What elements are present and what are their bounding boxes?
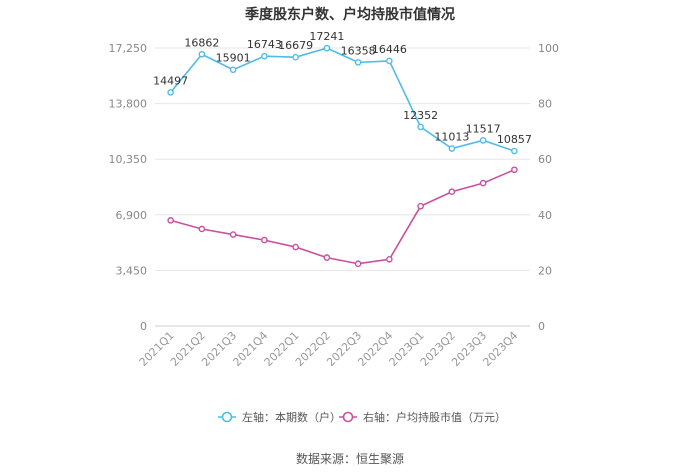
data-point — [261, 52, 268, 60]
legend-swatch-marker — [342, 411, 354, 423]
data-point — [167, 89, 174, 96]
data-label: 14497 — [153, 74, 188, 87]
y-left-tick-label: 17,250 — [109, 42, 148, 55]
data-point — [417, 123, 424, 131]
y-left-tick-label: 0 — [140, 320, 147, 333]
y-right-tick-label: 100 — [538, 42, 559, 55]
data-label: 16358 — [341, 44, 376, 57]
data-label: 16743 — [247, 38, 282, 51]
data-point — [261, 236, 268, 244]
data-point — [292, 243, 299, 251]
data-point — [386, 255, 393, 263]
data-label: 11517 — [466, 122, 501, 135]
data-point — [167, 217, 174, 224]
y-left-tick-label: 6,900 — [116, 209, 148, 222]
data-point — [354, 59, 362, 66]
data-point — [511, 147, 518, 155]
y-right-tick-label: 80 — [538, 98, 552, 111]
source-note: 数据来源：恒生聚源 — [295, 452, 404, 466]
data-label: 11013 — [434, 131, 469, 144]
data-label: 16862 — [184, 36, 219, 49]
data-point — [479, 137, 487, 144]
legend-swatch-marker — [221, 411, 233, 423]
data-point — [354, 260, 362, 268]
data-point — [198, 225, 206, 233]
data-point — [229, 66, 237, 74]
legend-label: 右轴：户均持股市值（万元） — [363, 410, 506, 424]
data-label: 16679 — [278, 39, 313, 52]
y-right-tick-label: 40 — [538, 209, 552, 222]
data-point — [229, 231, 237, 238]
data-point — [479, 179, 487, 187]
data-label: 17241 — [309, 30, 344, 43]
series-line-1 — [170, 47, 515, 152]
y-left-tick-label: 13,800 — [109, 98, 148, 111]
legend-label: 左轴：本期数（户） — [242, 410, 341, 424]
y-right-tick-label: 20 — [538, 264, 552, 277]
data-point — [448, 145, 456, 152]
data-point — [386, 57, 393, 65]
data-point — [323, 254, 331, 261]
data-point — [448, 188, 456, 196]
y-right-tick-label: 60 — [538, 153, 552, 166]
data-point — [511, 166, 518, 174]
chart-title: 季度股东户数、户均持股市值情况 — [245, 7, 455, 23]
data-point — [292, 53, 299, 61]
series-line-2 — [170, 169, 515, 265]
data-label: 16446 — [372, 43, 407, 56]
data-point — [417, 202, 424, 210]
data-label: 10857 — [497, 133, 532, 146]
y-left-tick-label: 10,350 — [109, 153, 148, 166]
data-label: 12352 — [403, 109, 438, 122]
y-left-tick-label: 3,450 — [116, 264, 148, 277]
data-point — [323, 44, 331, 52]
data-label: 15901 — [216, 52, 251, 65]
data-point — [198, 50, 206, 58]
x-tick-label: 2023Q4 — [480, 329, 520, 369]
y-right-tick-label: 0 — [538, 320, 545, 333]
